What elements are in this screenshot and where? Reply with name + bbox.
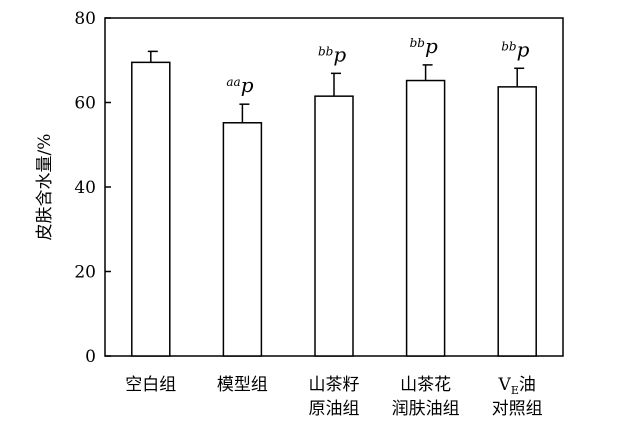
y-axis-label: 皮肤含水量/% — [35, 134, 55, 241]
bar — [131, 61, 171, 357]
significance-label: bbp — [318, 42, 346, 66]
bars — [131, 50, 537, 357]
category-label: 山茶籽 — [309, 375, 360, 395]
category-label: 空白组 — [125, 375, 176, 395]
category-label: 模型组 — [217, 375, 268, 395]
bar — [222, 122, 263, 357]
y-tick-label: 20 — [74, 263, 96, 283]
y-tick-label: 80 — [74, 9, 96, 29]
y-tick-label: 0 — [85, 347, 96, 367]
category-label: 山茶花 — [400, 375, 451, 395]
y-tick-label: 40 — [74, 178, 96, 198]
category-label: VE油 — [498, 375, 536, 397]
bar — [314, 95, 354, 357]
bar — [497, 86, 537, 357]
significance-label: bbp — [501, 37, 529, 61]
significance-label: aap — [226, 73, 253, 97]
category-label: 对照组 — [492, 399, 543, 419]
bar — [405, 79, 446, 357]
y-tick-label: 60 — [74, 94, 96, 114]
category-label: 润肤油组 — [392, 399, 460, 419]
category-label: 原油组 — [309, 399, 360, 419]
significance-label: bbp — [410, 34, 438, 58]
